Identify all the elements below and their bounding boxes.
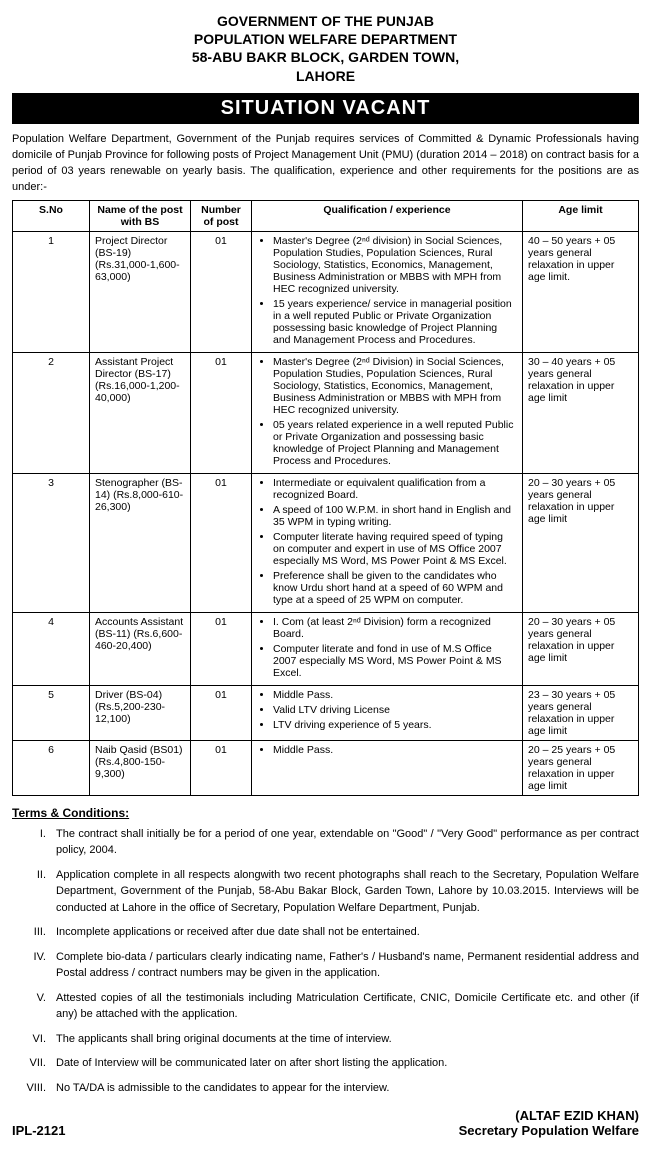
cell-qual: Middle Pass.	[252, 740, 523, 795]
cell-sno: 1	[13, 231, 90, 352]
cell-age: 20 – 30 years + 05 years general relaxat…	[523, 612, 639, 685]
cell-num: 01	[191, 740, 252, 795]
terms-item: III.Incomplete applications or received …	[12, 924, 639, 941]
cell-num: 01	[191, 352, 252, 473]
terms-number: III.	[12, 924, 56, 941]
header-line-2: POPULATION WELFARE DEPARTMENT	[12, 30, 639, 48]
cell-qual: Master's Degree (2ⁿᵈ Division) in Social…	[252, 352, 523, 473]
terms-text: Date of Interview will be communicated l…	[56, 1055, 639, 1072]
cell-sno: 6	[13, 740, 90, 795]
cell-post: Naib Qasid (BS01) (Rs.4,800-150-9,300)	[90, 740, 191, 795]
qual-item: Computer literate and fond in use of M.S…	[273, 643, 517, 679]
cell-post: Stenographer (BS-14) (Rs.8,000-610-26,30…	[90, 473, 191, 612]
terms-number: I.	[12, 826, 56, 859]
cell-sno: 4	[13, 612, 90, 685]
terms-text: Attested copies of all the testimonials …	[56, 990, 639, 1023]
table-row: 6Naib Qasid (BS01) (Rs.4,800-150-9,300)0…	[13, 740, 639, 795]
terms-number: VIII.	[12, 1080, 56, 1097]
terms-text: Application complete in all respects alo…	[56, 867, 639, 917]
qual-item: Valid LTV driving License	[273, 704, 517, 716]
cell-age: 20 – 25 years + 05 years general relaxat…	[523, 740, 639, 795]
cell-qual: Middle Pass. Valid LTV driving License LTV…	[252, 685, 523, 740]
terms-item: VIII.No TA/DA is admissible to the candi…	[12, 1080, 639, 1097]
col-age: Age limit	[523, 200, 639, 231]
qual-item: A speed of 100 W.P.M. in short hand in E…	[273, 504, 517, 528]
cell-qual: I. Com (at least 2ⁿᵈ Division) form a re…	[252, 612, 523, 685]
table-row: 1Project Director (BS-19) (Rs.31,000-1,6…	[13, 231, 639, 352]
signature-block: (ALTAF EZID KHAN) Secretary Population W…	[459, 1108, 639, 1138]
col-post: Name of the post with BS	[90, 200, 191, 231]
terms-item: VI.The applicants shall bring original d…	[12, 1031, 639, 1048]
ipl-code: IPL-2121	[12, 1123, 65, 1138]
document-header: GOVERNMENT OF THE PUNJAB POPULATION WELF…	[12, 12, 639, 85]
header-line-3: 58-ABU BAKR BLOCK, GARDEN TOWN,	[12, 48, 639, 66]
col-num: Number of post	[191, 200, 252, 231]
table-row: 3Stenographer (BS-14) (Rs.8,000-610-26,3…	[13, 473, 639, 612]
qual-item: Middle Pass.	[273, 689, 517, 701]
qual-item: Preference shall be given to the candida…	[273, 570, 517, 606]
qual-item: Master's Degree (2ⁿᵈ division) in Social…	[273, 235, 517, 295]
qual-item: Computer literate having required speed …	[273, 531, 517, 567]
qual-item: Master's Degree (2ⁿᵈ Division) in Social…	[273, 356, 517, 416]
qual-item: LTV driving experience of 5 years.	[273, 719, 517, 731]
qual-item: I. Com (at least 2ⁿᵈ Division) form a re…	[273, 616, 517, 640]
terms-text: Incomplete applications or received afte…	[56, 924, 639, 941]
terms-text: Complete bio-data / particulars clearly …	[56, 949, 639, 982]
cell-sno: 2	[13, 352, 90, 473]
terms-number: IV.	[12, 949, 56, 982]
terms-text: The contract shall initially be for a pe…	[56, 826, 639, 859]
qual-item: Middle Pass.	[273, 744, 517, 756]
signatory-title: Secretary Population Welfare	[459, 1123, 639, 1138]
terms-number: VII.	[12, 1055, 56, 1072]
cell-num: 01	[191, 231, 252, 352]
cell-age: 23 – 30 years + 05 years general relaxat…	[523, 685, 639, 740]
header-line-1: GOVERNMENT OF THE PUNJAB	[12, 12, 639, 30]
cell-qual: Master's Degree (2ⁿᵈ division) in Social…	[252, 231, 523, 352]
table-row: 4Accounts Assistant (BS-11) (Rs.6,600-46…	[13, 612, 639, 685]
cell-num: 01	[191, 685, 252, 740]
terms-item: IV.Complete bio-data / particulars clear…	[12, 949, 639, 982]
cell-num: 01	[191, 473, 252, 612]
terms-heading: Terms & Conditions:	[12, 806, 639, 820]
table-row: 5Driver (BS-04) (Rs.5,200-230-12,100)01M…	[13, 685, 639, 740]
posts-table: S.No Name of the post with BS Number of …	[12, 200, 639, 796]
cell-num: 01	[191, 612, 252, 685]
cell-qual: Intermediate or equivalent qualification…	[252, 473, 523, 612]
terms-text: The applicants shall bring original docu…	[56, 1031, 639, 1048]
cell-post: Driver (BS-04) (Rs.5,200-230-12,100)	[90, 685, 191, 740]
terms-list: I.The contract shall initially be for a …	[12, 826, 639, 1097]
cell-sno: 3	[13, 473, 90, 612]
header-line-4: LAHORE	[12, 67, 639, 85]
terms-item: VII.Date of Interview will be communicat…	[12, 1055, 639, 1072]
qual-item: Intermediate or equivalent qualification…	[273, 477, 517, 501]
cell-post: Accounts Assistant (BS-11) (Rs.6,600-460…	[90, 612, 191, 685]
document-footer: IPL-2121 (ALTAF EZID KHAN) Secretary Pop…	[12, 1108, 639, 1138]
terms-item: II.Application complete in all respects …	[12, 867, 639, 917]
cell-age: 30 – 40 years + 05 years general relaxat…	[523, 352, 639, 473]
intro-paragraph: Population Welfare Department, Governmen…	[12, 132, 639, 196]
cell-sno: 5	[13, 685, 90, 740]
terms-text: No TA/DA is admissible to the candidates…	[56, 1080, 639, 1097]
terms-item: V.Attested copies of all the testimonial…	[12, 990, 639, 1023]
terms-number: V.	[12, 990, 56, 1023]
terms-item: I.The contract shall initially be for a …	[12, 826, 639, 859]
terms-number: VI.	[12, 1031, 56, 1048]
terms-number: II.	[12, 867, 56, 917]
cell-age: 20 – 30 years + 05 years general relaxat…	[523, 473, 639, 612]
cell-age: 40 – 50 years + 05 years general relaxat…	[523, 231, 639, 352]
cell-post: Assistant Project Director (BS-17) (Rs.1…	[90, 352, 191, 473]
title-banner: SITUATION VACANT	[12, 93, 639, 124]
table-row: 2Assistant Project Director (BS-17) (Rs.…	[13, 352, 639, 473]
col-sno: S.No	[13, 200, 90, 231]
qual-item: 05 years related experience in a well re…	[273, 419, 517, 467]
qual-item: 15 years experience/ service in manageri…	[273, 298, 517, 346]
col-qual: Qualification / experience	[252, 200, 523, 231]
signatory-name: (ALTAF EZID KHAN)	[459, 1108, 639, 1123]
cell-post: Project Director (BS-19) (Rs.31,000-1,60…	[90, 231, 191, 352]
